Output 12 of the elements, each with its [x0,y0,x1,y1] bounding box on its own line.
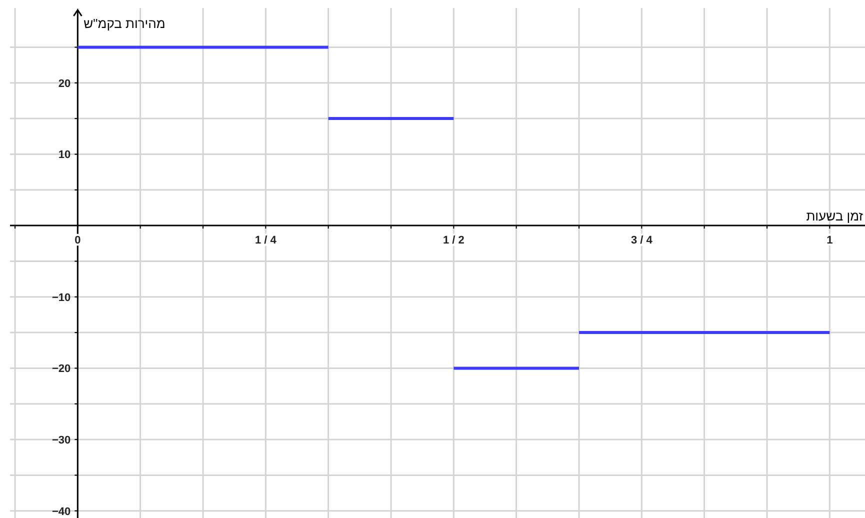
y-tick-label: −30 [52,434,71,447]
y-tick-label: −40 [52,506,71,518]
x-tick-label: 1 / 4 [254,234,278,247]
y-tick-label: −20 [52,363,71,376]
y-axis-title: מהירות בקמ"ש [84,16,166,31]
y-tick-label: 10 [58,149,71,162]
y-tick-label: −10 [52,292,71,304]
x-axis-title: זמן בשעות [806,208,864,224]
y-tick-label: 20 [58,78,71,90]
x-tick-label: 1 [826,234,833,247]
x-tick-label: 3 / 4 [630,234,654,247]
x-tick-label: 1 / 2 [442,234,464,247]
